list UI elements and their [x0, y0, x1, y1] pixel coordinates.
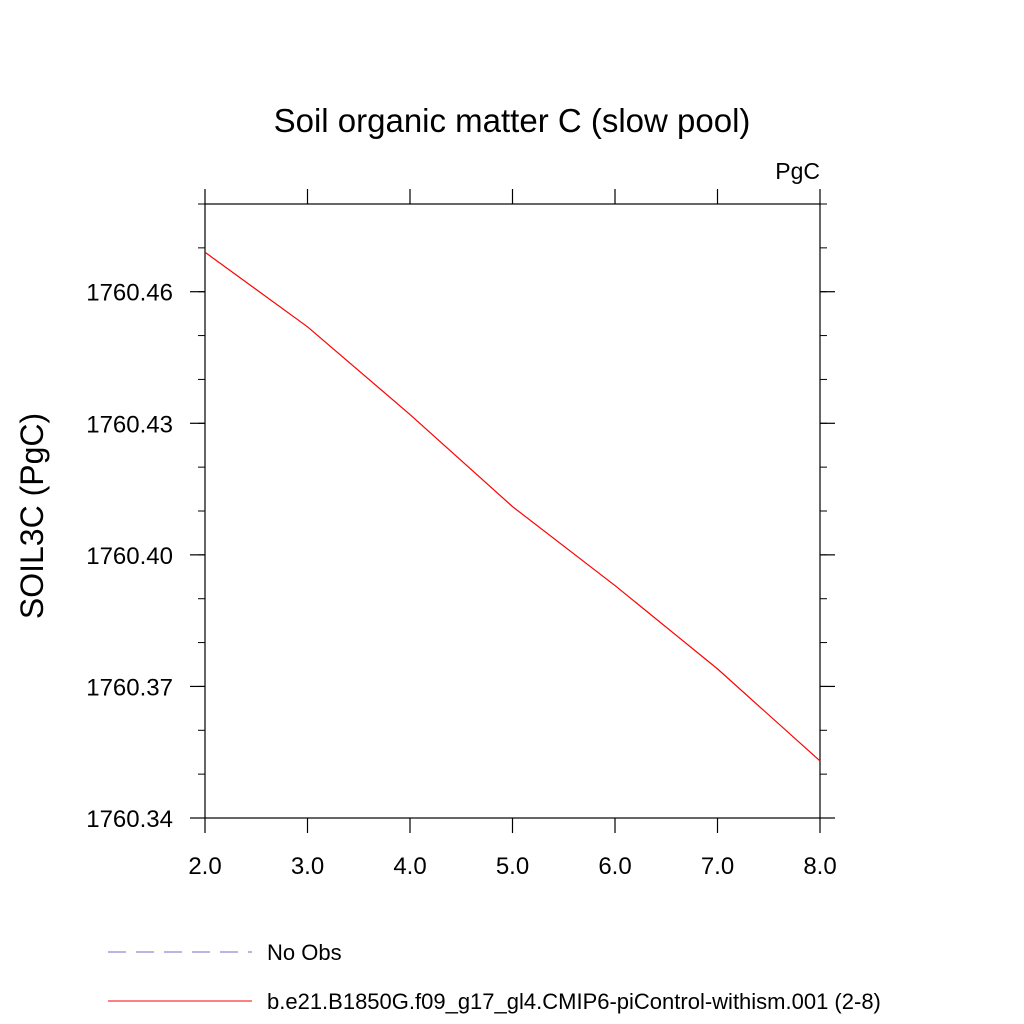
y-axis-label: SOIL3C (PgC)	[14, 413, 50, 619]
y-tick-label: 1760.37	[86, 674, 173, 701]
y-tick-label: 1760.46	[86, 280, 173, 307]
series-layer	[204, 251, 821, 762]
x-tick-labels: 2.0 3.0 4.0 5.0 6.0 7.0 8.0	[188, 853, 836, 880]
legend-label: No Obs	[267, 940, 342, 965]
series-line	[204, 251, 821, 762]
x-tick-label: 6.0	[598, 853, 631, 880]
x-tick-label: 5.0	[496, 853, 529, 880]
x-tick-label: 8.0	[803, 853, 836, 880]
y-tick-label: 1760.40	[86, 543, 173, 570]
y-tick-label: 1760.43	[86, 411, 173, 438]
axis-ticks	[190, 189, 835, 833]
units-label: PgC	[775, 158, 820, 184]
legend: No Obs b.e21.B1850G.f09_g17_gl4.CMIP6-piC…	[108, 940, 881, 1014]
x-tick-label: 7.0	[701, 853, 734, 880]
chart-title: Soil organic matter C (slow pool)	[274, 102, 751, 139]
x-tick-label: 2.0	[188, 853, 221, 880]
y-tick-labels: 1760.46 1760.43 1760.40 1760.37 1760.34	[86, 280, 173, 833]
plot-frame	[204, 203, 821, 819]
x-tick-label: 4.0	[393, 853, 426, 880]
legend-label: b.e21.B1850G.f09_g17_gl4.CMIP6-piControl…	[267, 989, 881, 1014]
x-tick-label: 3.0	[291, 853, 324, 880]
y-tick-label: 1760.34	[86, 806, 173, 833]
